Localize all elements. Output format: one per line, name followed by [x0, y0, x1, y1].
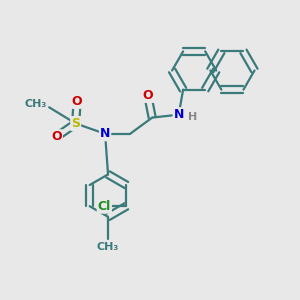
- Text: O: O: [72, 95, 83, 108]
- Text: S: S: [71, 117, 80, 130]
- Text: N: N: [173, 108, 184, 121]
- Text: N: N: [100, 127, 110, 140]
- Text: CH₃: CH₃: [25, 99, 47, 109]
- Text: CH₃: CH₃: [97, 242, 119, 252]
- Text: O: O: [51, 130, 62, 143]
- Text: Cl: Cl: [98, 200, 111, 213]
- Text: O: O: [142, 89, 153, 102]
- Text: H: H: [188, 112, 197, 122]
